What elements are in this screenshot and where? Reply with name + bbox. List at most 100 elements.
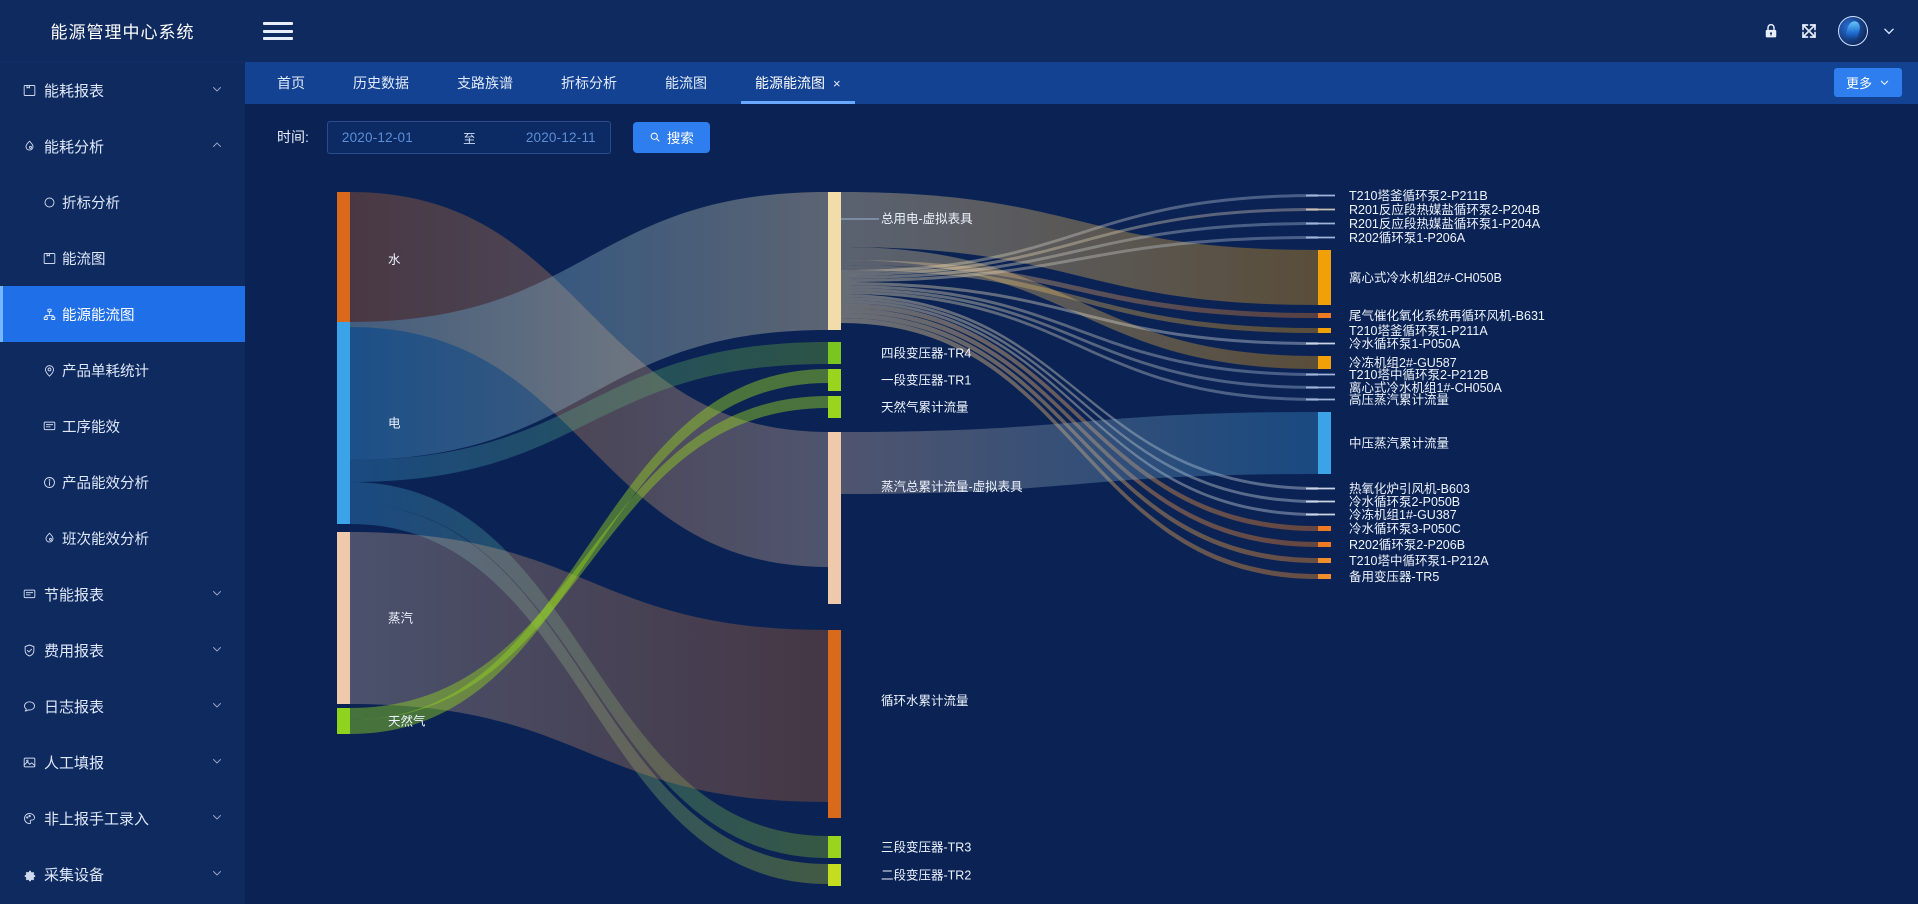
chevron-down-icon[interactable] [211, 866, 225, 883]
sankey-node-label: 天然气 [388, 714, 426, 729]
sidebar-item-label: 产品单耗统计 [62, 363, 149, 380]
sankey-node-source[interactable] [337, 532, 350, 704]
sankey-node-target[interactable] [1318, 250, 1331, 305]
tab-5[interactable]: 能源能流图 × [731, 62, 865, 104]
sankey-node-target[interactable] [1318, 328, 1331, 333]
avatar[interactable] [1838, 16, 1868, 46]
sidebar-item-label: 能耗报表 [44, 82, 105, 100]
chevron-down-icon[interactable] [211, 754, 225, 771]
sidebar-item-label: 能耗分析 [44, 138, 105, 156]
palette-icon [22, 811, 44, 826]
sidebar-item-7[interactable]: 产品能效分析 [0, 454, 245, 510]
close-icon[interactable]: × [833, 75, 841, 91]
sidebar-item-14[interactable]: 采集设备 [0, 846, 245, 902]
sankey-node-label: T210塔中循环泵1-P212A [1349, 553, 1489, 568]
sankey-node-mid[interactable] [828, 369, 841, 391]
sidebar-item-13[interactable]: 非上报手工录入 [0, 790, 245, 846]
main-area: 首页 历史数据 支路族谱 折标分析 能流图 能源能流图 × 更多 时间: 2020-12-0… [245, 0, 1918, 904]
energy-sankey-diagram[interactable]: 水电蒸汽 天然气 总用电-虚拟表具 四段变压器-TR4 一段变压器-TR1 天然气累计流量… [245, 170, 1918, 904]
sankey-node-target[interactable] [1318, 558, 1331, 563]
sidebar-item-10[interactable]: 费用报表 [0, 622, 245, 678]
sankey-node-mid[interactable] [828, 432, 841, 604]
sankey-node-mid[interactable] [828, 864, 841, 886]
sidebar-item-8[interactable]: 班次能效分析 [0, 510, 245, 566]
sankey-node-mid[interactable] [828, 396, 841, 418]
sankey-node-label: T210塔中循环泵2-P212B [1349, 367, 1489, 382]
tab-0[interactable]: 首页 [253, 62, 329, 104]
date-separator: 至 [463, 131, 476, 146]
more-label: 更多 [1845, 76, 1872, 91]
sidebar-item-0[interactable]: 能耗报表 [0, 62, 245, 118]
chevron-down-icon[interactable] [211, 810, 225, 827]
sankey-node-label: 中压蒸汽累计流量 [1349, 436, 1449, 451]
sankey-node-target[interactable] [1318, 356, 1331, 369]
chevron-down-icon[interactable] [211, 586, 225, 603]
tab-1[interactable]: 历史数据 [329, 62, 433, 104]
time-label: 时间: [277, 129, 309, 145]
report-icon [42, 251, 62, 266]
fullscreen-icon[interactable] [1800, 22, 1818, 40]
sankey-node-source[interactable] [337, 708, 350, 734]
sankey-node-target[interactable] [1318, 412, 1331, 474]
tab-bar: 首页 历史数据 支路族谱 折标分析 能流图 能源能流图 × 更多 [245, 62, 1918, 104]
chevron-down-icon[interactable] [211, 642, 225, 659]
sankey-node-label: 水 [388, 253, 401, 267]
tab-label: 能源能流图 [755, 75, 825, 91]
chevron-down-icon[interactable] [211, 698, 225, 715]
sidebar-item-2[interactable]: 折标分析 [0, 174, 245, 230]
sidebar-item-11[interactable]: 日志报表 [0, 678, 245, 734]
circle-icon [42, 195, 62, 210]
chevron-down-icon[interactable] [211, 82, 225, 99]
sidebar-item-9[interactable]: 节能报表 [0, 566, 245, 622]
tab-label: 折标分析 [561, 75, 617, 91]
sankey-node-label: R201反应段热媒盐循环泵1-P204A [1349, 216, 1541, 231]
sankey-node-label: 高压蒸汽累计流量 [1349, 392, 1449, 407]
sankey-node-mid[interactable] [828, 836, 841, 858]
sankey-node-target[interactable] [1318, 574, 1331, 579]
sankey-node-target[interactable] [1318, 526, 1331, 531]
sidebar: 能源管理中心系统 能耗报表 能耗分析 折标分析 能流图 能源能流图 产品单耗统计 工序能效产… [0, 0, 245, 904]
sidebar-item-5[interactable]: 产品单耗统计 [0, 342, 245, 398]
tab-4[interactable]: 能流图 [641, 62, 731, 104]
sankey-node-source[interactable] [337, 192, 350, 327]
sidebar-item-12[interactable]: 人工填报 [0, 734, 245, 790]
sankey-node-mid[interactable] [828, 630, 841, 818]
more-button[interactable]: 更多 [1833, 68, 1902, 97]
sankey-node-target[interactable] [1318, 313, 1331, 318]
sidebar-item-label: 能源能流图 [62, 307, 135, 324]
date-range-picker[interactable]: 2020-12-01 至 2020-12-11 [326, 120, 611, 154]
sidebar-item-3[interactable]: 能流图 [0, 230, 245, 286]
sankey-node-label: 冷冻机组2#-GU587 [1349, 355, 1457, 370]
sankey-node-label: 冷水循环泵3-P050C [1349, 522, 1461, 536]
sankey-node-label: 尾气催化氧化系统再循环风机-B631 [1349, 308, 1545, 323]
sankey-node-label: 离心式冷水机组2#-CH050B [1349, 270, 1502, 285]
sankey-node-label: 蒸汽总累计流量-虚拟表具 [881, 479, 1023, 494]
sankey-node-label: 备用变压器-TR5 [1349, 569, 1439, 584]
date-start-input[interactable]: 2020-12-01 [341, 129, 413, 145]
sidebar-item-label: 产品能效分析 [62, 475, 149, 492]
chevron-down-icon [1880, 80, 1889, 85]
chevron-down-icon[interactable] [1882, 24, 1896, 38]
sankey-node-mid[interactable] [828, 342, 841, 364]
top-bar [245, 0, 1918, 62]
sankey-node-label: 天然气累计流量 [881, 400, 969, 415]
chevron-up-icon[interactable] [211, 138, 225, 155]
sankey-node-label: 四段变压器-TR4 [881, 346, 971, 361]
hamburger-icon[interactable] [263, 19, 293, 43]
tab-label: 能流图 [665, 75, 707, 91]
search-button[interactable]: 搜索 [632, 121, 710, 153]
shield-icon [22, 643, 44, 658]
sankey-node-target[interactable] [1318, 542, 1331, 547]
tab-3[interactable]: 折标分析 [537, 62, 641, 104]
sidebar-item-1[interactable]: 能耗分析 [0, 118, 245, 174]
lock-icon[interactable] [1762, 22, 1780, 40]
sidebar-item-6[interactable]: 工序能效 [0, 398, 245, 454]
date-end-input[interactable]: 2020-12-11 [525, 129, 596, 145]
sidebar-item-4[interactable]: 能源能流图 [0, 286, 245, 342]
sitemap-icon [42, 307, 62, 322]
sankey-node-mid[interactable] [828, 192, 841, 330]
tab-2[interactable]: 支路族谱 [433, 62, 537, 104]
sankey-node-source[interactable] [337, 322, 350, 524]
